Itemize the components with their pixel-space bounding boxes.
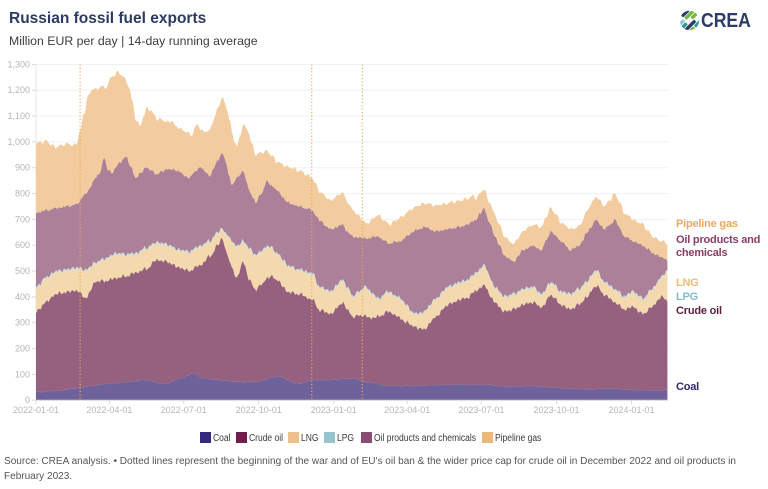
svg-text:300: 300 (15, 318, 30, 328)
svg-text:2022-01-01: 2022-01-01 (13, 405, 59, 415)
svg-text:900: 900 (15, 163, 30, 173)
svg-text:2022-07-01: 2022-07-01 (161, 405, 207, 415)
svg-text:1,200: 1,200 (7, 85, 30, 95)
svg-text:0: 0 (25, 395, 30, 405)
svg-text:800: 800 (15, 189, 30, 199)
svg-text:2022-10-01: 2022-10-01 (236, 405, 282, 415)
svg-text:1,000: 1,000 (7, 137, 30, 147)
svg-text:2023-10-01: 2023-10-01 (533, 405, 579, 415)
svg-text:400: 400 (15, 292, 30, 302)
svg-text:600: 600 (15, 240, 30, 250)
svg-text:100: 100 (15, 369, 30, 379)
svg-text:2023-04-01: 2023-04-01 (384, 405, 430, 415)
svg-text:2023-07-01: 2023-07-01 (458, 405, 504, 415)
svg-text:500: 500 (15, 266, 30, 276)
svg-text:200: 200 (15, 344, 30, 354)
svg-text:700: 700 (15, 214, 30, 224)
svg-text:2022-04-01: 2022-04-01 (86, 405, 132, 415)
svg-text:2024-01-01: 2024-01-01 (608, 405, 654, 415)
svg-text:2023-01-01: 2023-01-01 (311, 405, 357, 415)
svg-text:1,300: 1,300 (7, 59, 30, 69)
svg-text:1,100: 1,100 (7, 111, 30, 121)
